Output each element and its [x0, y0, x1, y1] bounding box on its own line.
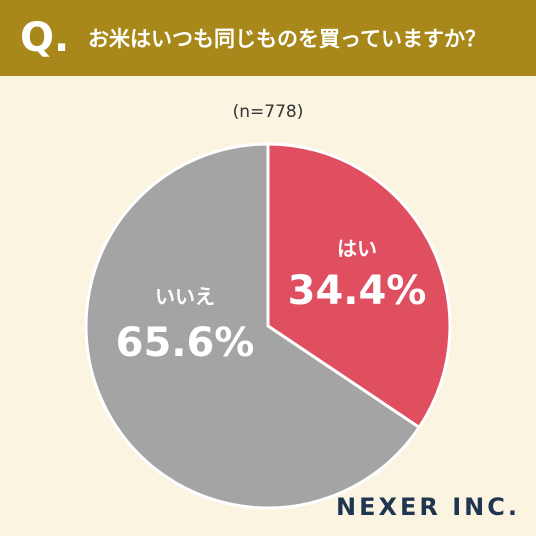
- header-band: [0, 0, 536, 76]
- pie-slice: [266, 142, 452, 430]
- pie-slice: [84, 142, 422, 510]
- logo: NEXER INC.: [336, 493, 520, 521]
- q-badge: Q.: [20, 15, 69, 61]
- subtitle: (n=778): [233, 102, 304, 122]
- slice-label: いいえ: [155, 285, 215, 309]
- value-label: 34.4%: [288, 268, 427, 314]
- value-label: 65.6%: [116, 320, 255, 366]
- pie: はい 34.4% いいえ 65.6%: [84, 142, 452, 510]
- chart-title: お米はいつも同じものを買っていますか？: [88, 27, 486, 51]
- slice-label: はい: [337, 237, 377, 261]
